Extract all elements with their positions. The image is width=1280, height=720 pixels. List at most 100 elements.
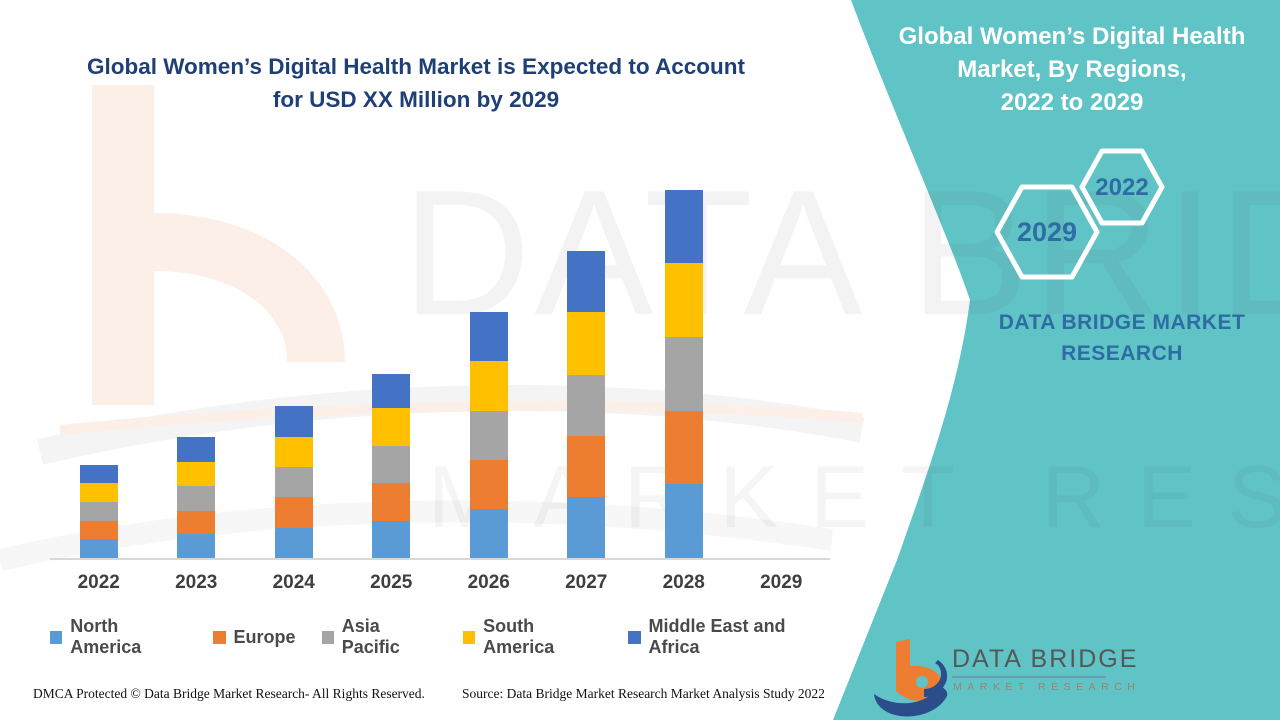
side-panel-title-line2: Market, By Regions, — [957, 56, 1187, 83]
segment-2023-north-america — [177, 534, 216, 558]
segment-2023-asia-pacific — [177, 486, 216, 511]
chart-legend: North America Europe Asia Pacific South Ame… — [50, 616, 830, 658]
bar-slot-2022 — [50, 138, 148, 558]
stacked-bar-2026 — [469, 312, 508, 558]
brand-text: DATA BRIDGE MARKET RESEARCH — [947, 307, 1280, 369]
segment-2026-south-america — [469, 361, 508, 411]
plot-area — [50, 138, 830, 560]
legend-swatch-icon — [321, 630, 334, 644]
stacked-bar-2023 — [177, 437, 216, 558]
segment-2022-middle-east-and-africa — [79, 465, 118, 483]
legend-label: Asia Pacific — [341, 616, 400, 657]
page-title-line1: Global Women’s Digital Health Market is … — [86, 54, 746, 79]
segment-2025-asia-pacific — [372, 446, 411, 483]
bar-slot-2027 — [538, 138, 636, 558]
logo-underline — [952, 676, 1106, 678]
stacked-bar-chart: 2022 2023 2024 2025 2026 2027 2028 2029 North A… — [50, 138, 830, 658]
x-label-2025: 2025 — [370, 572, 413, 593]
side-panel-title-line3: 2022 to 2029 — [1000, 89, 1144, 116]
legend-item-middle-east-and-africa: Middle East and Africa — [628, 616, 830, 658]
segment-2028-europe — [664, 411, 703, 484]
segment-2027-north-america — [567, 497, 606, 558]
x-label-2024: 2024 — [272, 572, 315, 593]
x-label-2027: 2027 — [565, 572, 608, 593]
legend-item-south-america: South America — [462, 616, 602, 658]
segment-2028-north-america — [664, 484, 703, 558]
stacked-bar-2025 — [372, 374, 411, 558]
page-title-line2: for USD XX Million by 2029 — [272, 87, 560, 112]
legend-swatch-icon — [50, 630, 63, 644]
legend-item-asia-pacific: Asia Pacific — [321, 616, 437, 658]
stacked-bar-2028 — [664, 190, 703, 558]
segment-2028-asia-pacific — [664, 337, 703, 411]
stacked-bar-2027 — [567, 251, 606, 558]
segment-2022-south-america — [79, 483, 118, 502]
legend-swatch-icon — [212, 630, 226, 644]
segment-2026-middle-east-and-africa — [469, 312, 508, 361]
legend-item-europe: Europe — [212, 626, 296, 648]
segment-2027-south-america — [567, 312, 606, 375]
segment-2024-europe — [274, 497, 313, 528]
x-label-2029: 2029 — [760, 572, 803, 593]
segment-2025-south-america — [372, 408, 411, 446]
source-note: Source: Data Bridge Market Research Mark… — [462, 686, 825, 701]
segment-2026-europe — [469, 460, 508, 509]
segment-2027-asia-pacific — [567, 375, 606, 436]
hexagon-2029 — [994, 184, 1100, 280]
legend-item-north-america: North America — [50, 616, 187, 658]
segment-2028-south-america — [664, 263, 703, 337]
segment-2025-europe — [372, 483, 411, 521]
segment-2023-middle-east-and-africa — [177, 437, 216, 462]
hexagon-2029-label: 2029 — [1017, 217, 1077, 247]
stacked-bar-2022 — [79, 465, 118, 558]
side-panel-title-line1: Global Women’s Digital Health — [898, 23, 1246, 50]
bar-slot-2023 — [148, 138, 246, 558]
x-label-2023: 2023 — [175, 572, 218, 593]
segment-2022-asia-pacific — [79, 502, 118, 521]
legend-label: South America — [483, 616, 555, 657]
segment-2025-north-america — [372, 521, 411, 558]
legend-swatch-icon — [462, 630, 476, 644]
x-label-2026: 2026 — [467, 572, 510, 593]
hexagon-2022-label: 2022 — [1095, 174, 1148, 201]
segment-2026-north-america — [469, 509, 508, 558]
segment-2024-north-america — [274, 528, 313, 558]
segment-2025-middle-east-and-africa — [372, 374, 411, 408]
logo-brand-text: DATA BRIDGE — [952, 645, 1139, 673]
segment-2024-south-america — [274, 437, 313, 467]
bar-slot-2026 — [440, 138, 538, 558]
bar-slot-2028 — [635, 138, 733, 558]
segment-2027-middle-east-and-africa — [567, 251, 606, 312]
logo-sub-text: MARKET RESEARCH — [953, 681, 1141, 693]
legend-label: Middle East and Africa — [648, 616, 786, 657]
segment-2023-south-america — [177, 462, 216, 486]
segment-2026-asia-pacific — [469, 411, 508, 460]
segment-2023-europe — [177, 511, 216, 534]
logo-swoosh-icon — [874, 686, 948, 717]
x-label-2022: 2022 — [77, 572, 120, 593]
segment-2028-middle-east-and-africa — [664, 190, 703, 263]
brand-text-line1: DATA BRIDGE MARKET — [998, 311, 1246, 334]
segment-2024-middle-east-and-africa — [274, 406, 313, 437]
segment-2022-europe — [79, 521, 118, 539]
bar-slot-2025 — [343, 138, 441, 558]
legend-label: Europe — [233, 626, 296, 647]
x-label-2028: 2028 — [662, 572, 705, 593]
hexagon-2022 — [1079, 148, 1165, 226]
segment-2024-asia-pacific — [274, 467, 313, 497]
legend-swatch-icon — [628, 630, 641, 644]
logo-b-icon — [896, 639, 942, 701]
segment-2022-north-america — [79, 539, 118, 558]
dmca-notice: DMCA Protected © Data Bridge Market Rese… — [33, 686, 425, 701]
x-axis-labels: 2022 2023 2024 2025 2026 2027 2028 2029 — [50, 572, 830, 594]
page-title: Global Women’s Digital Health Market is … — [0, 50, 832, 116]
side-panel-title: Global Women’s Digital Health Market, By… — [862, 20, 1280, 119]
brand-text-line2: RESEARCH — [1061, 342, 1183, 365]
bar-slot-2024 — [245, 138, 343, 558]
logo-d-hook — [924, 660, 948, 697]
stacked-bar-2024 — [274, 406, 313, 558]
